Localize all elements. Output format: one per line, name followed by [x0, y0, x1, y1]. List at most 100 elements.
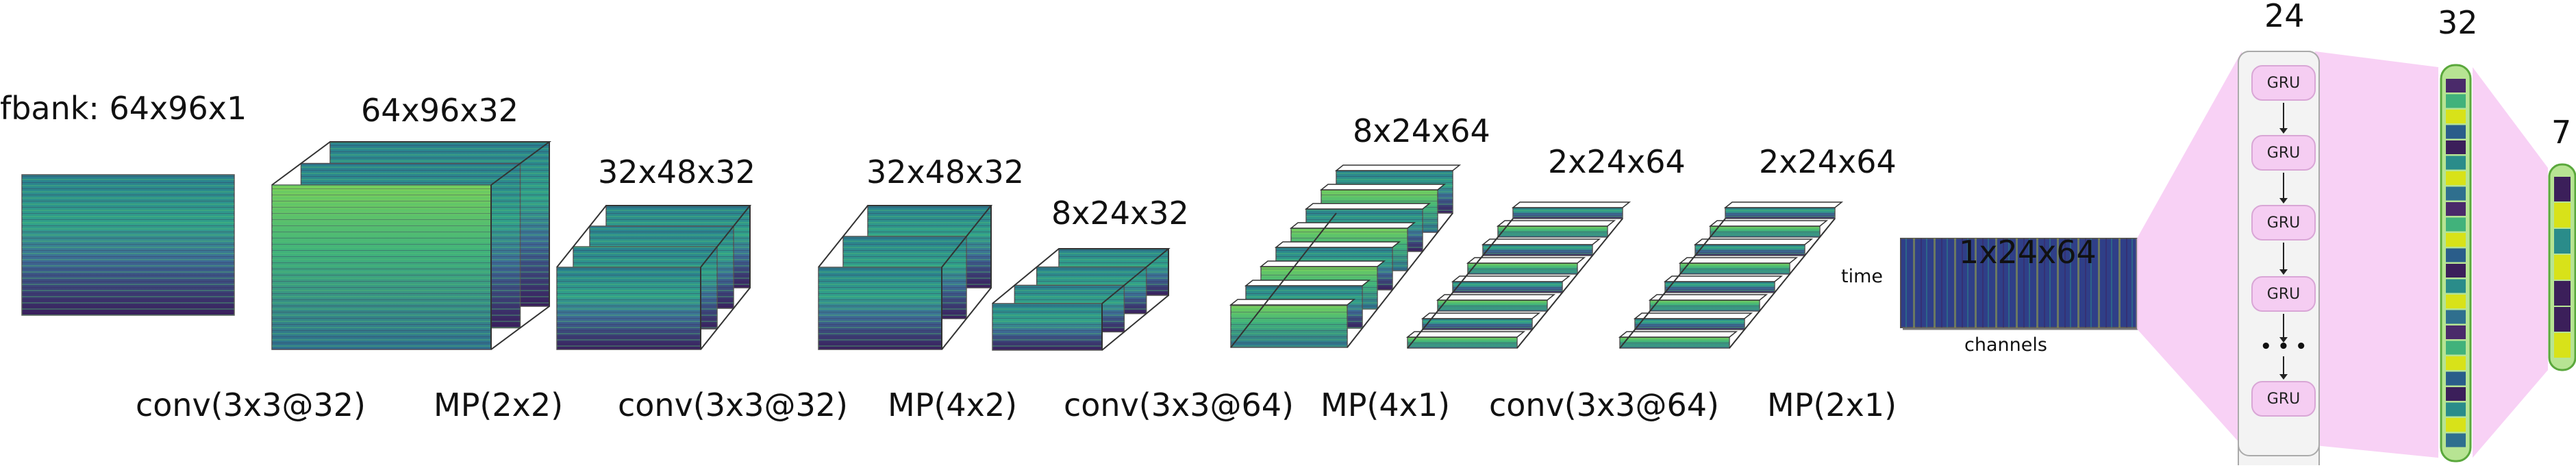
feature-block-2x24x64-b-sheet-7: [1725, 207, 1836, 219]
feature-block-32x48x32: [556, 205, 752, 350]
dense-unit-9: [2446, 202, 2466, 216]
gru-arrowhead-5: [2279, 374, 2288, 380]
dense-unit-8: [2446, 186, 2466, 201]
op-maxpool-2-label: MP(4x2): [888, 386, 1018, 423]
feature-block-2x24x64-sheet-2: [1437, 299, 1548, 312]
dense-unit-12: [2446, 248, 2466, 262]
op-maxpool-4-label: MP(2x1): [1767, 386, 1897, 423]
dense-unit-1: [2446, 79, 2466, 93]
funnel-to-output: [2473, 67, 2548, 458]
output-unit-4: [2554, 255, 2571, 280]
time-axis-label: time: [1841, 266, 1884, 287]
layer2-shape-label: 32x48x32: [598, 153, 756, 190]
dense-unit-17: [2446, 325, 2466, 339]
feature-block-64x96x32: [271, 141, 552, 350]
feature-block-8x24x64: [1229, 164, 1462, 348]
feature-block-2x24x64-sheet-4: [1467, 262, 1578, 275]
output-unit-1: [2554, 177, 2571, 201]
output-layer-bar: [2548, 163, 2576, 371]
gru-ellipsis: • • •: [2260, 336, 2307, 357]
dense-layer-bar: [2440, 64, 2472, 463]
feature-block-32x48x32-b-slice-0: [818, 267, 942, 350]
feature-block-2x24x64-sheet-5: [1482, 244, 1593, 256]
feature-map-1x24x64: [1900, 238, 2138, 330]
feature-block-32x48x32-b: [818, 205, 993, 350]
feature-block-32x48x32-slice-0: [556, 267, 701, 350]
dense-unit-14: [2446, 279, 2466, 293]
output-unit-5: [2554, 281, 2571, 306]
gru-arrowhead-4: [2279, 337, 2288, 343]
op-conv-2-label: conv(3x3@32): [618, 386, 848, 423]
feature-block-2x24x64-sheet-3: [1452, 281, 1563, 293]
dense-count-label: 32: [2438, 4, 2478, 41]
dense-unit-19: [2446, 356, 2466, 370]
feature-block-2x24x64-b-sheet-6: [1710, 225, 1821, 238]
op-maxpool-3-label: MP(4x1): [1321, 386, 1451, 423]
feature-block-2x24x64-b: [1618, 201, 1844, 349]
output-unit-6: [2554, 307, 2571, 332]
feature-block-64x96x32-slice-0: [271, 184, 492, 350]
layer7-shape-label: 2x24x64: [1759, 143, 1897, 180]
dense-unit-2: [2446, 94, 2466, 108]
gru-cell-1: GRU: [2251, 65, 2316, 101]
feature-block-2x24x64-sheet-1: [1422, 318, 1533, 330]
dense-unit-16: [2446, 310, 2466, 324]
output-unit-3: [2554, 229, 2571, 254]
gru-arrowhead-3: [2279, 269, 2288, 275]
feature-block-2x24x64-b-sheet-2: [1649, 299, 1760, 312]
gru-cell-4: GRU: [2251, 276, 2316, 312]
dense-unit-22: [2446, 402, 2466, 417]
dense-unit-20: [2446, 371, 2466, 386]
input-shape-label: fbank: 64x96x1: [0, 90, 247, 127]
feature-block-2x24x64-sheet-6: [1497, 225, 1608, 238]
channels-axis-label: channels: [1964, 334, 2047, 356]
layer6-shape-label: 2x24x64: [1548, 143, 1686, 180]
dense-unit-18: [2446, 341, 2466, 355]
op-maxpool-1-label: MP(2x2): [434, 386, 564, 423]
layer5-shape-label: 8x24x64: [1353, 112, 1490, 149]
feature-block-2x24x64-b-sheet-0: [1619, 336, 1730, 349]
funnel-to-gru: [2137, 51, 2242, 445]
gru-count-label: 24: [2264, 0, 2305, 34]
op-conv-3-label: conv(3x3@64): [1064, 386, 1294, 423]
layer8-shape-label: 1x24x64: [1959, 234, 2097, 271]
dense-unit-10: [2446, 217, 2466, 232]
feature-block-8x24x32-slice-0: [992, 303, 1103, 351]
feature-block-8x24x64-sheet-0: [1230, 304, 1348, 348]
gru-cell-3: GRU: [2251, 205, 2316, 241]
feature-block-2x24x64-b-sheet-3: [1664, 281, 1775, 293]
input-spectrogram: [21, 174, 235, 316]
dense-unit-13: [2446, 264, 2466, 278]
layer4-shape-label: 8x24x32: [1051, 195, 1189, 232]
gru-cell-2: GRU: [2251, 135, 2316, 171]
layer3-shape-label: 32x48x32: [866, 153, 1025, 190]
gru-arrowhead-2: [2279, 198, 2288, 204]
feature-block-2x24x64-sheet-0: [1407, 336, 1518, 349]
layer1-shape-label: 64x96x32: [361, 92, 519, 129]
feature-block-8x24x32: [992, 248, 1171, 351]
feature-block-2x24x64-b-sheet-5: [1695, 244, 1805, 256]
dense-unit-11: [2446, 233, 2466, 247]
op-conv-4-label: conv(3x3@64): [1489, 386, 1719, 423]
gru-cell-last: GRU: [2251, 381, 2316, 417]
output-unit-7: [2554, 333, 2571, 358]
gru-arrowhead-1: [2279, 128, 2288, 134]
dense-unit-3: [2446, 110, 2466, 123]
dense-unit-4: [2446, 125, 2466, 139]
dense-unit-6: [2446, 156, 2466, 170]
dense-unit-21: [2446, 387, 2466, 401]
feature-block-2x24x64-sheet-7: [1512, 207, 1623, 219]
feature-block-2x24x64: [1405, 201, 1631, 349]
funnel-to-dense: [2315, 51, 2438, 458]
dense-unit-23: [2446, 418, 2466, 432]
dense-unit-5: [2446, 140, 2466, 154]
dense-unit-15: [2446, 295, 2466, 308]
feature-block-2x24x64-b-sheet-1: [1634, 318, 1745, 330]
dense-unit-24: [2446, 433, 2466, 447]
output-count-label: 7: [2551, 114, 2572, 151]
dense-unit-7: [2446, 171, 2466, 185]
op-conv-1-label: conv(3x3@32): [136, 386, 366, 423]
feature-block-2x24x64-b-sheet-4: [1679, 262, 1790, 275]
